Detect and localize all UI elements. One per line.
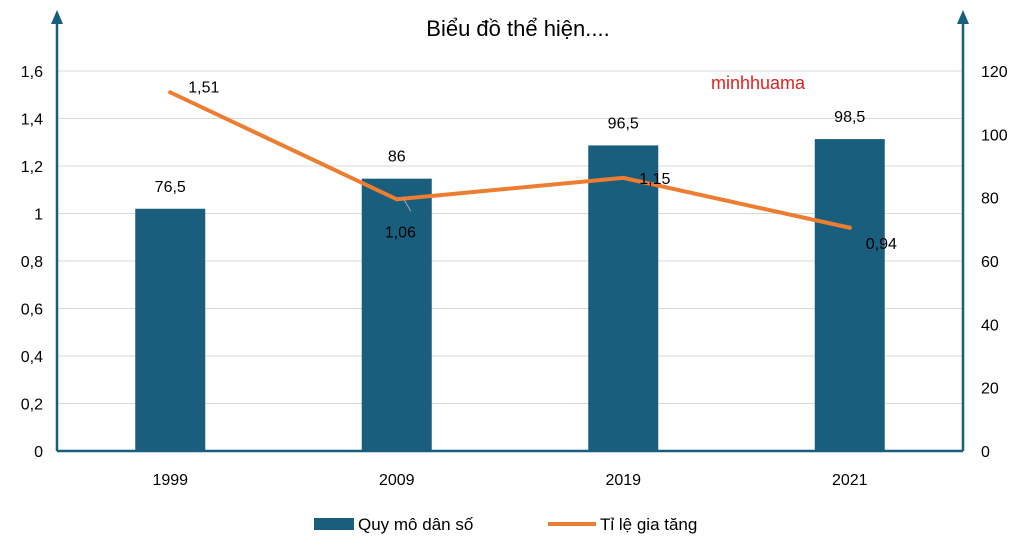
right-tick-label: 20 <box>981 381 999 398</box>
bar <box>588 145 659 451</box>
left-tick-label: 0 <box>34 444 43 461</box>
right-tick-label: 80 <box>981 191 999 208</box>
chart-title: Biểu đồ thể hiện.... <box>426 16 609 41</box>
right-tick-label: 0 <box>981 444 990 461</box>
bar-value-label: 86 <box>388 149 406 166</box>
label-leader-line <box>402 197 412 212</box>
bar-value-label: 76,5 <box>155 179 186 196</box>
left-tick-label: 1 <box>34 207 43 224</box>
line-path <box>168 90 852 230</box>
line-point <box>168 90 173 95</box>
left-tick-label: 0,6 <box>21 302 43 319</box>
x-tick-label: 2019 <box>605 472 641 489</box>
gridlines <box>57 70 963 404</box>
bar <box>814 139 885 452</box>
watermark-text: minhhuama <box>711 73 806 93</box>
bar-series <box>135 139 885 452</box>
line-point <box>847 225 852 230</box>
data-labels: 76,5 86 96,5 98,5 1,51 1,06 1,15 0,94 <box>155 79 897 252</box>
bar-value-label: 96,5 <box>608 115 639 132</box>
legend-label-line: Tỉ lệ gia tăng <box>600 515 697 534</box>
line-value-label: 1,06 <box>385 224 416 241</box>
x-tick-label: 2021 <box>832 472 868 489</box>
right-tick-label: 40 <box>981 317 999 334</box>
line-value-label: 1,15 <box>639 171 670 188</box>
axes: 0 0,2 0,4 0,6 0,8 1 1,2 1,4 1,6 0 20 40 60 80 100 120 19… <box>21 10 1008 489</box>
bar-value-label: 98,5 <box>834 109 865 126</box>
legend: Quy mô dân số Tỉ lệ gia tăng <box>314 515 697 534</box>
left-tick-label: 1,2 <box>21 159 43 176</box>
bar <box>135 208 206 451</box>
line-point <box>394 197 399 202</box>
x-tick-label: 2009 <box>379 472 415 489</box>
line-series <box>168 90 852 230</box>
left-tick-label: 1,4 <box>21 112 43 129</box>
legend-bar-swatch <box>314 518 354 530</box>
right-tick-label: 60 <box>981 254 999 271</box>
legend-label-bar: Quy mô dân số <box>358 515 474 534</box>
x-tick-label: 1999 <box>152 472 188 489</box>
line-value-label: 1,51 <box>188 79 219 96</box>
line-point <box>621 175 626 180</box>
right-tick-label: 120 <box>981 64 1008 81</box>
left-axis-arrow-icon <box>51 10 63 24</box>
bar <box>361 178 432 451</box>
right-axis-arrow-icon <box>957 10 969 24</box>
line-value-label: 0,94 <box>866 236 897 253</box>
left-tick-label: 0,8 <box>21 254 43 271</box>
left-tick-label: 1,6 <box>21 64 43 81</box>
left-tick-label: 0,4 <box>21 349 43 366</box>
left-tick-label: 0,2 <box>21 397 43 414</box>
right-tick-label: 100 <box>981 127 1008 144</box>
